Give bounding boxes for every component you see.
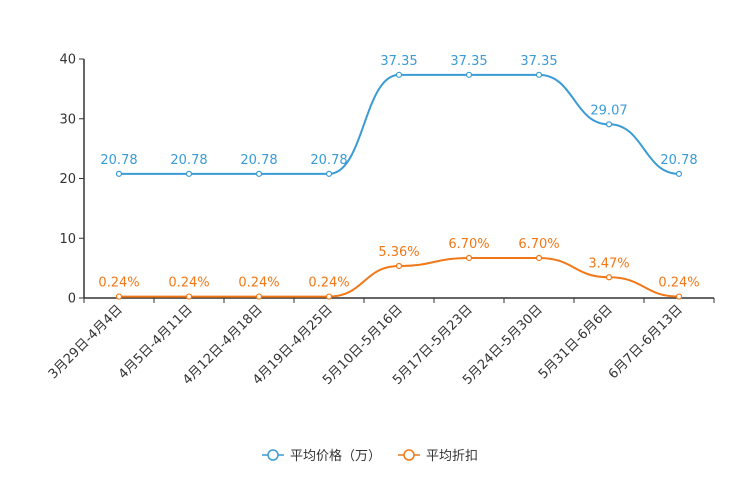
data-point[interactable] — [115, 170, 123, 177]
legend-marker-icon — [267, 449, 279, 461]
data-point[interactable] — [395, 71, 403, 78]
data-point[interactable] — [185, 170, 193, 177]
legend-item-avg-price[interactable]: 平均价格（万） — [262, 448, 381, 464]
data-label: 37.35 — [520, 54, 557, 69]
data-label: 0.24% — [168, 276, 209, 291]
data-label: 37.35 — [380, 54, 417, 69]
x-tick-label: 6月7日-6月13日 — [606, 302, 686, 382]
y-tick-label: 10 — [59, 232, 76, 247]
data-label: 3.47% — [588, 256, 629, 271]
y-axis-labels: 0 10 20 30 40 — [59, 53, 76, 307]
data-point[interactable] — [605, 121, 613, 128]
y-tick-label: 30 — [59, 112, 76, 127]
data-label: 20.78 — [170, 153, 207, 168]
data-point[interactable] — [535, 254, 543, 262]
series-group: 20.78 20.78 20.78 20.78 37.35 37.35 37.35 29.07… — [98, 54, 700, 300]
data-point[interactable] — [395, 262, 403, 270]
data-label: 6.70% — [518, 237, 559, 252]
data-point[interactable] — [185, 293, 193, 300]
data-label: 20.78 — [100, 153, 137, 168]
data-label: 37.35 — [450, 54, 487, 69]
data-label: 6.70% — [448, 237, 489, 252]
data-point[interactable] — [465, 71, 473, 78]
legend-label: 平均价格（万） — [290, 448, 381, 464]
legend-item-avg-discount[interactable]: 平均折扣 — [398, 449, 478, 464]
y-tick-label: 0 — [68, 292, 76, 307]
data-point[interactable] — [325, 293, 333, 300]
legend-label: 平均折扣 — [426, 449, 478, 464]
x-tick-label: 3月29日-4月4日 — [46, 302, 126, 382]
series-avg-price: 20.78 20.78 20.78 20.78 37.35 37.35 37.35 29.07… — [100, 54, 698, 177]
legend-marker-icon — [403, 449, 415, 461]
data-label: 20.78 — [240, 153, 277, 168]
data-point[interactable] — [255, 170, 263, 177]
x-tick-label: 4月5日-4月11日 — [116, 302, 196, 382]
data-point[interactable] — [255, 293, 263, 300]
data-label: 29.07 — [590, 103, 627, 118]
y-tick-label: 40 — [59, 53, 76, 68]
data-label: 0.24% — [238, 276, 279, 291]
x-tick-label: 5月31日-6月6日 — [536, 302, 616, 382]
data-label: 0.24% — [98, 276, 139, 291]
data-point[interactable] — [605, 274, 613, 281]
data-point[interactable] — [535, 71, 543, 78]
data-point[interactable] — [675, 293, 683, 300]
data-point[interactable] — [325, 170, 333, 177]
data-label: 20.78 — [310, 153, 347, 168]
data-point[interactable] — [675, 170, 683, 177]
data-label: 20.78 — [660, 153, 697, 168]
data-point[interactable] — [115, 293, 123, 300]
y-tick-label: 20 — [59, 172, 76, 187]
data-label: 5.36% — [378, 245, 419, 260]
x-axis-labels: 3月29日-4月4日4月5日-4月11日4月12日-4月18日4月19日-4月2… — [46, 302, 686, 388]
legend[interactable]: 平均价格（万） 平均折扣 — [262, 448, 478, 464]
data-label: 0.24% — [308, 276, 349, 291]
series-avg-discount: 0.24% 0.24% 0.24% 0.24% 5.36% 6.70% 6.70% 3.47%… — [98, 237, 700, 300]
data-label: 0.24% — [658, 276, 699, 291]
data-point[interactable] — [465, 254, 473, 262]
